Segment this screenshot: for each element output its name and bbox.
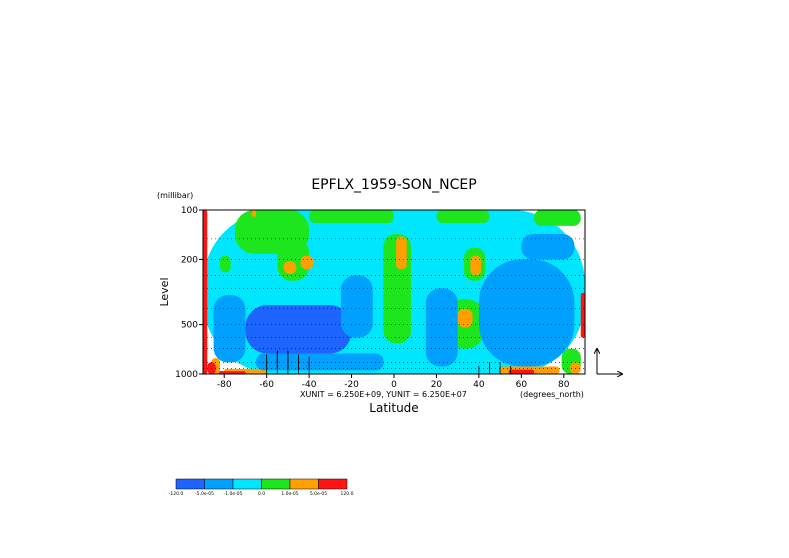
y-unit-label: (millibar) [157, 191, 193, 200]
colorbar-swatch-5 [318, 478, 348, 490]
contour-region-6 [219, 255, 231, 273]
colorbar-label: -1.0e-05 [224, 491, 243, 497]
y-axis-label: Level [158, 277, 171, 306]
colorbar-label: -120.0 [169, 491, 184, 497]
contour-region-33 [521, 233, 575, 260]
contour-region-21 [508, 369, 535, 374]
colorbar-label: 120.0 [341, 491, 354, 497]
x-tick-label: -20 [344, 380, 359, 390]
x-tick-label: 80 [558, 380, 570, 390]
x-axis-label: Latitude [369, 401, 418, 415]
contour-region-19 [580, 292, 585, 338]
y-axis: 100 200 500 1000 [175, 206, 203, 380]
contour-fills [203, 210, 585, 374]
vector-scale-text: XUNIT = 6.250E+09, YUNIT = 6.250E+07 [300, 390, 467, 399]
contour-region-30 [425, 288, 458, 367]
contour-region-7 [309, 210, 394, 223]
plot-area [203, 210, 585, 374]
x-tick-label: 60 [516, 380, 528, 390]
colorbar-swatch-3 [261, 478, 291, 490]
x-unit-label: (degrees_north) [520, 390, 584, 399]
flux-vectors [266, 350, 512, 374]
colorbar-label: 1.0e-05 [281, 491, 298, 497]
contour-region-29 [340, 275, 373, 338]
colorbar-swatch-2 [232, 478, 262, 490]
contour-region-5 [300, 255, 314, 270]
colorbar: -120.0 -5.0e-05 -1.0e-05 0.0 1.0e-05 5.0e-05 1… [169, 478, 354, 497]
x-tick-label: 0 [391, 380, 397, 390]
contour-region-31 [478, 259, 575, 367]
chart-title: EPFLX_1959-SON_NCEP [311, 177, 476, 193]
colorbar-label: -5.0e-05 [195, 491, 214, 497]
contour-region-10 [436, 210, 490, 223]
colorbar-label: 0.0 [258, 491, 265, 497]
contour-region-32 [256, 353, 384, 371]
contour-region-9 [396, 236, 407, 270]
contour-region-23 [213, 371, 246, 374]
y-tick-label: 200 [181, 255, 198, 265]
colorbar-label: 5.0e-05 [310, 491, 327, 497]
contour-region-14 [457, 308, 473, 328]
contour-region-15 [534, 210, 581, 226]
contour-region-12 [470, 255, 482, 276]
contour-region-4 [283, 261, 297, 274]
colorbar-swatch-1 [204, 478, 234, 490]
y-tick-label: 1000 [175, 370, 198, 380]
contour-region-18 [203, 210, 208, 374]
colorbar-swatch-4 [289, 478, 319, 490]
x-tick-label: 20 [431, 380, 443, 390]
y-tick-label: 500 [181, 321, 198, 331]
vector-reference [597, 349, 622, 374]
x-axis: -80 -60 -40 -20 0 20 40 60 80 [217, 374, 570, 390]
y-tick-label: 100 [181, 206, 198, 216]
colorbar-swatch-0 [175, 478, 205, 490]
x-tick-label: -80 [217, 380, 232, 390]
x-tick-label: 40 [473, 380, 485, 390]
x-tick-label: -40 [302, 380, 317, 390]
contour-region-2 [251, 210, 257, 217]
contour-region-27 [213, 295, 246, 363]
contour-region-26 [245, 305, 352, 354]
x-tick-label: -60 [259, 380, 274, 390]
